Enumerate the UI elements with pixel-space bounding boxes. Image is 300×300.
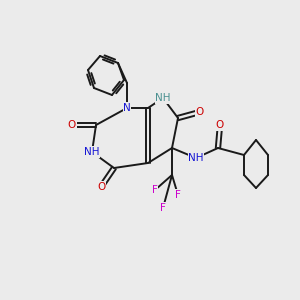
Text: NH: NH xyxy=(188,153,204,163)
Text: O: O xyxy=(97,182,105,192)
Text: NH: NH xyxy=(84,147,100,157)
Text: F: F xyxy=(175,190,181,200)
Text: O: O xyxy=(68,120,76,130)
Text: O: O xyxy=(216,120,224,130)
Text: N: N xyxy=(123,103,131,113)
Text: F: F xyxy=(160,203,166,213)
Text: NH: NH xyxy=(155,93,171,103)
Text: O: O xyxy=(196,107,204,117)
Text: F: F xyxy=(152,185,158,195)
